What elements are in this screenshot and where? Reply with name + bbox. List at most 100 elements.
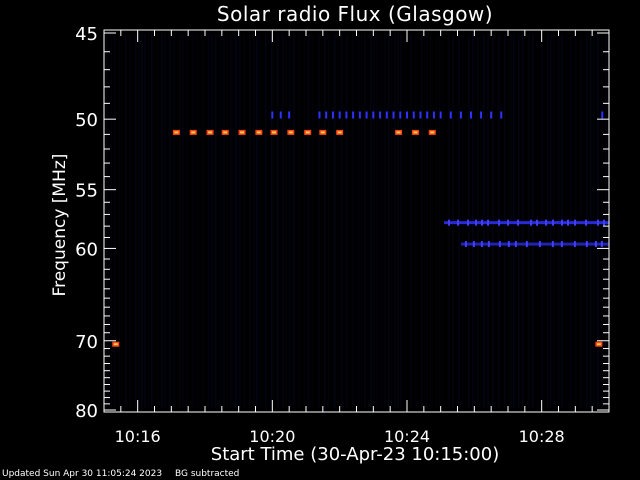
signal-tick xyxy=(419,111,422,119)
noise-streak xyxy=(226,34,228,408)
noise-streak xyxy=(346,34,348,408)
signal-band-tick xyxy=(448,219,451,226)
x-tick-label: 10:28 xyxy=(519,427,565,446)
noise-streak xyxy=(341,34,343,408)
noise-streak xyxy=(259,34,261,408)
noise-streak xyxy=(151,34,153,408)
signal-tick xyxy=(385,111,388,119)
signal-band-tick xyxy=(487,219,490,226)
noise-streak xyxy=(380,34,382,408)
signal-tick xyxy=(288,111,291,119)
signal-tick xyxy=(279,111,282,119)
signal-band-tick xyxy=(560,241,563,248)
signal-band-tick xyxy=(545,219,548,226)
noise-streak xyxy=(157,34,159,408)
noise-streak xyxy=(293,34,295,408)
noise-streak xyxy=(230,34,232,408)
y-tick-label: 80 xyxy=(75,401,98,422)
y-tick-label: 60 xyxy=(75,239,98,260)
signal-tick xyxy=(358,111,361,119)
noise-streak xyxy=(173,34,175,408)
noise-streak xyxy=(570,34,572,408)
noise-streak xyxy=(161,34,163,408)
signal-band-tick xyxy=(517,219,520,226)
noise-streak xyxy=(404,34,406,408)
noise-streak xyxy=(277,34,279,408)
noise-streak xyxy=(304,34,306,408)
noise-streak xyxy=(148,34,150,408)
noise-streak xyxy=(397,34,399,408)
noise-streak xyxy=(141,34,143,408)
burst-core xyxy=(305,131,310,134)
signal-band-tick xyxy=(561,219,564,226)
noise-streak xyxy=(605,34,607,408)
noise-streak xyxy=(426,34,428,408)
signal-band-tick xyxy=(538,241,541,248)
noise-streak xyxy=(352,34,354,408)
noise-streak xyxy=(182,34,184,408)
background-note: BG subtracted xyxy=(174,469,240,479)
noise-streak xyxy=(169,34,171,408)
burst-core xyxy=(596,343,601,346)
x-tick-label: 10:20 xyxy=(249,427,295,446)
burst-core xyxy=(272,131,277,134)
noise-streak xyxy=(532,34,534,408)
noise-streak xyxy=(430,34,432,408)
signal-band-tick xyxy=(514,241,517,248)
noise-streak xyxy=(202,34,204,408)
noise-streak xyxy=(211,34,213,408)
noise-streak xyxy=(477,34,479,408)
signal-band-tick xyxy=(567,219,570,226)
noise-streak xyxy=(271,34,273,408)
noise-streak xyxy=(439,34,441,408)
noise-streak xyxy=(135,34,137,408)
noise-streak xyxy=(312,34,314,408)
y-tick-label: 45 xyxy=(75,24,98,45)
noise-streak xyxy=(235,34,237,408)
noise-streak xyxy=(249,34,251,408)
signal-tick xyxy=(372,111,375,119)
noise-streak xyxy=(106,34,108,408)
y-tick-label: 50 xyxy=(75,110,98,131)
signal-band-tick xyxy=(507,219,510,226)
signal-band-tick xyxy=(480,241,483,248)
noise-streak xyxy=(265,34,267,408)
x-axis-label: Start Time (30-Apr-23 10:15:00) xyxy=(210,444,500,465)
noise-streak xyxy=(528,34,530,408)
signal-band-tick xyxy=(552,219,555,226)
signal-band-tick xyxy=(481,219,484,226)
signal-band-tick xyxy=(507,241,510,248)
signal-tick xyxy=(406,111,408,119)
noise-streak xyxy=(590,34,592,408)
chart-title: Solar radio Flux (Glasgow) xyxy=(216,2,494,26)
burst-core xyxy=(320,131,325,134)
noise-streak xyxy=(164,34,166,408)
burst-core xyxy=(208,131,213,134)
noise-streak xyxy=(186,34,188,408)
burst-core xyxy=(191,131,196,134)
signal-band-tick xyxy=(600,241,603,248)
noise-streak xyxy=(415,34,417,408)
noise-streak xyxy=(388,34,390,408)
noise-streak xyxy=(370,34,372,408)
signal-band-tick xyxy=(475,219,478,226)
signal-band-tick xyxy=(472,241,475,248)
signal-tick xyxy=(432,111,435,119)
noise-streak xyxy=(334,34,336,408)
plot-background xyxy=(104,30,609,412)
signal-tick xyxy=(338,111,341,119)
signal-band-tick xyxy=(585,219,588,226)
noise-streak xyxy=(472,34,474,408)
signal-tick xyxy=(449,111,452,119)
noise-streak xyxy=(558,34,560,408)
signal-band-tick xyxy=(551,241,554,248)
noise-streak xyxy=(504,34,506,408)
signal-tick xyxy=(379,111,382,119)
noise-streak xyxy=(338,34,340,408)
noise-streak xyxy=(410,34,412,408)
noise-streak xyxy=(220,34,222,408)
noise-streak xyxy=(111,34,113,408)
noise-streak xyxy=(125,34,127,408)
noise-streak xyxy=(522,34,524,408)
signal-band-tick xyxy=(487,241,490,248)
